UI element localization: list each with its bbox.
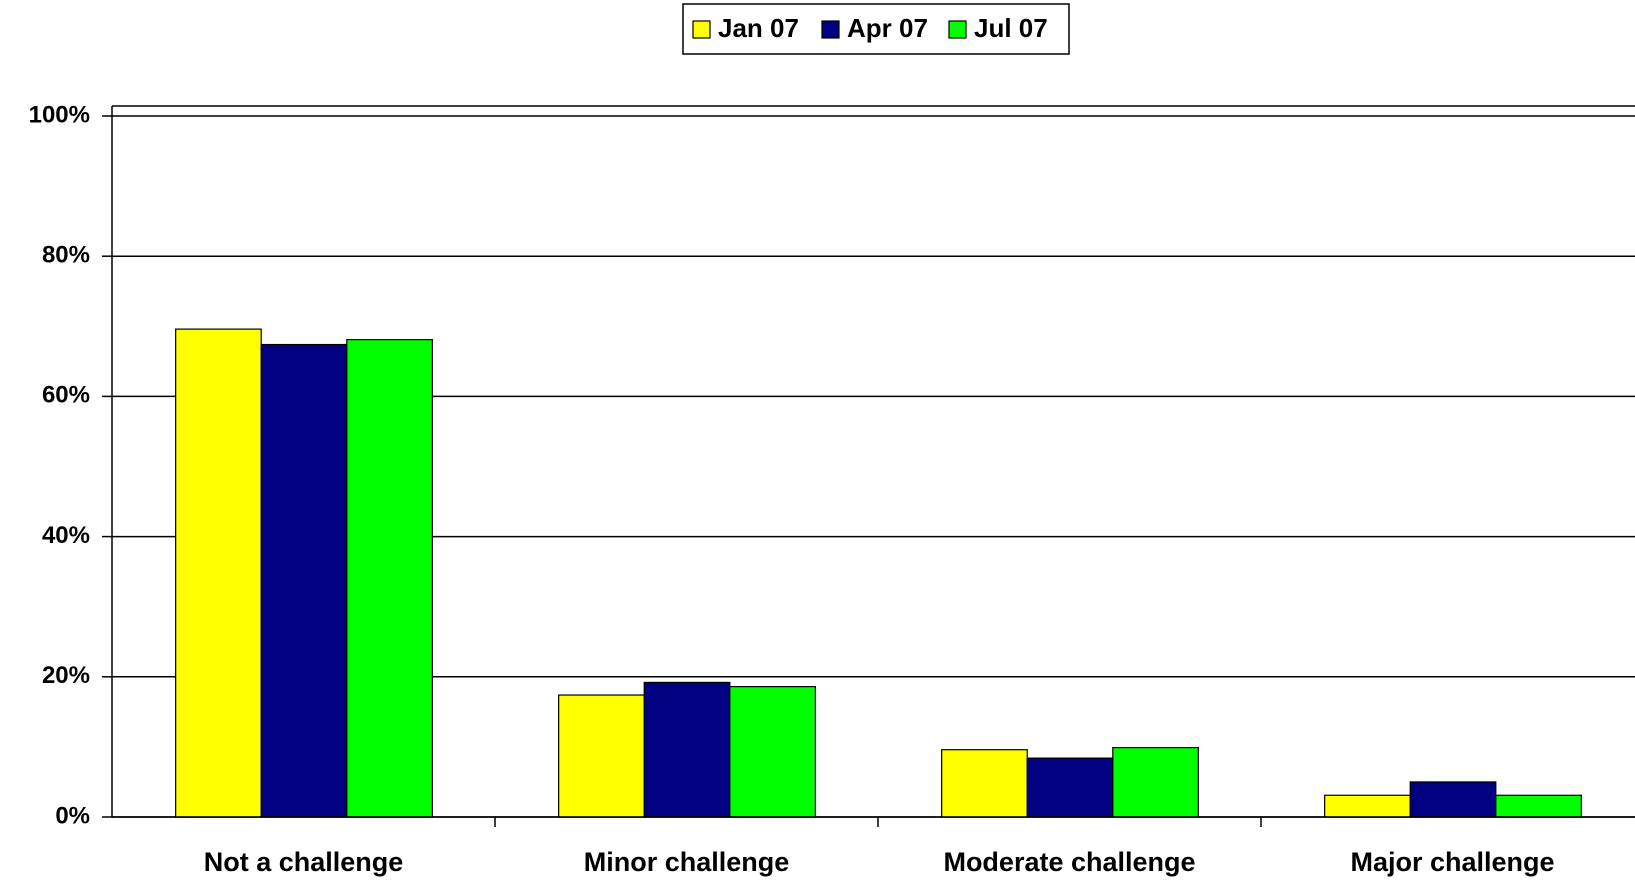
bar [260,343,348,818]
legend-box [682,3,1070,55]
legend-swatch [692,20,711,39]
y-tick-label: 60% [42,382,90,409]
bar [729,686,816,818]
legend-label: Jul 07 [974,13,1048,43]
legend-swatch [821,20,840,39]
legend-swatch [948,20,967,39]
bar [1409,781,1497,818]
x-tick-label: Minor challenge [584,847,790,877]
bar [175,328,262,818]
x-tick-label: Not a challenge [204,847,404,877]
y-tick-label: 40% [42,522,90,549]
legend-label: Jan 07 [718,13,799,43]
bar [643,681,731,818]
legend-label: Apr 07 [847,13,928,43]
y-tick-label: 80% [42,242,90,269]
bar [558,694,645,818]
x-tick-label: Major challenge [1350,847,1554,877]
bar [1495,794,1582,818]
bar [1026,757,1114,818]
x-tick-label: Moderate challenge [943,847,1195,877]
bar [346,339,433,818]
y-tick-label: 20% [42,662,90,689]
bar [1112,747,1199,818]
bar [1324,794,1411,818]
y-tick-label: 0% [55,802,90,829]
bar [941,749,1028,818]
y-tick-label: 100% [29,101,90,128]
